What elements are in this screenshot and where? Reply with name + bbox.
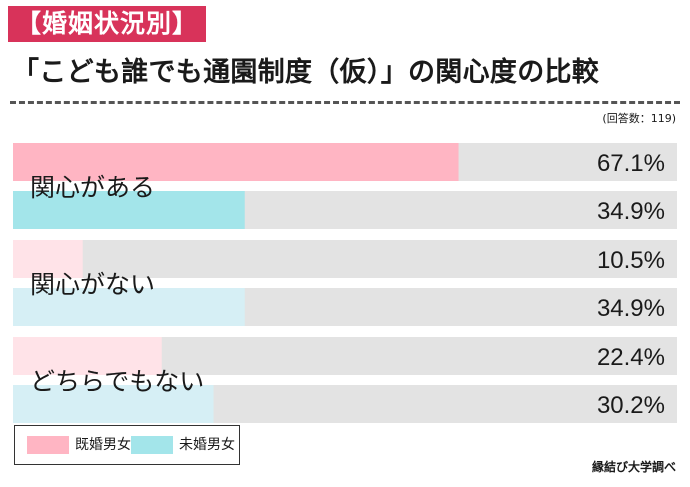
value-label: 34.9% (597, 295, 665, 322)
legend-swatch-married (27, 436, 69, 454)
bar-unmarried (13, 385, 214, 423)
section-tag: 【婚姻状況別】 (8, 6, 207, 42)
bar-unmarried (13, 191, 245, 229)
bar-track (13, 240, 677, 278)
legend: 既婚男女 未婚男女 (14, 425, 240, 465)
legend-label-unmarried: 未婚男女 (179, 437, 235, 453)
value-label: 22.4% (597, 344, 665, 371)
legend-item-unmarried: 未婚男女 (131, 435, 235, 455)
bar-married (13, 143, 459, 181)
bar-unmarried (13, 288, 245, 326)
bar-married (13, 240, 83, 278)
value-label: 30.2% (597, 392, 665, 419)
category-label: 関心がない (30, 270, 155, 299)
dashed-divider (10, 101, 680, 104)
response-count-note: (回答数：119) (602, 112, 676, 125)
value-label: 34.9% (597, 198, 665, 225)
value-label: 67.1% (597, 150, 665, 177)
chart-title: 「こども誰でも通園制度（仮）」の関心度の比較 (12, 57, 600, 88)
bar-married (13, 337, 162, 375)
legend-swatch-unmarried (131, 436, 173, 454)
source-credit: 縁結び大学調べ (591, 460, 676, 474)
value-label: 10.5% (597, 247, 665, 274)
legend-item-married: 既婚男女 (27, 435, 131, 455)
legend-label-married: 既婚男女 (75, 437, 131, 453)
category-label: 関心がある (30, 173, 155, 202)
category-label: どちらでもない (30, 367, 204, 396)
